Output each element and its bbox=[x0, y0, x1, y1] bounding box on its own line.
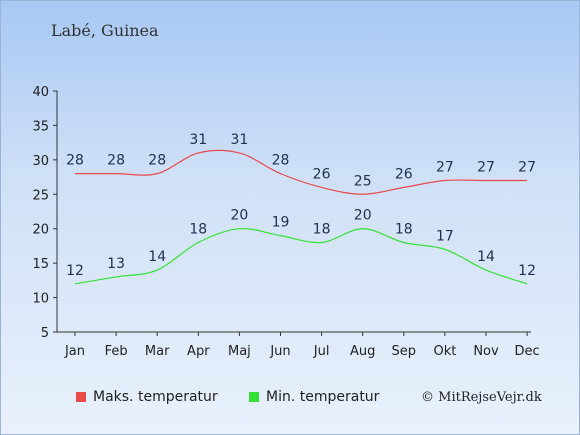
x-tick-label: Jan bbox=[64, 344, 85, 359]
max-data-label: 27 bbox=[436, 160, 454, 176]
x-tick-label: Mar bbox=[145, 344, 170, 359]
y-tick-label: 20 bbox=[32, 223, 49, 238]
min-data-label: 18 bbox=[395, 221, 413, 237]
min-data-label: 18 bbox=[313, 221, 331, 237]
x-tick-label: Aug bbox=[350, 344, 375, 359]
x-tick-label: Maj bbox=[228, 344, 251, 359]
max-data-label: 26 bbox=[395, 166, 413, 182]
max-data-label: 31 bbox=[189, 132, 207, 148]
copyright-text: © MitRejseVejr.dk bbox=[421, 390, 542, 405]
min-data-label: 12 bbox=[66, 263, 84, 279]
y-tick-label: 30 bbox=[32, 154, 49, 169]
max-data-label: 26 bbox=[313, 166, 331, 182]
max-data-label: 27 bbox=[477, 160, 495, 176]
x-tick-label: Nov bbox=[473, 344, 499, 359]
min-temperature-line bbox=[74, 227, 528, 285]
x-tick-label: Sep bbox=[392, 344, 417, 359]
max-data-label: 25 bbox=[354, 173, 372, 189]
max-temperature-line bbox=[75, 149, 528, 195]
y-tick-label: 10 bbox=[32, 292, 49, 307]
x-tick-label: Apr bbox=[187, 344, 210, 359]
legend-max-swatch bbox=[76, 392, 86, 402]
y-tick-label: 25 bbox=[32, 188, 49, 203]
y-tick-label: 15 bbox=[32, 257, 49, 272]
min-data-label: 12 bbox=[518, 263, 536, 279]
x-tick-label: Dec bbox=[515, 344, 540, 359]
min-data-label: 14 bbox=[477, 249, 495, 265]
min-data-label: 19 bbox=[272, 215, 290, 231]
x-tick-label: Okt bbox=[433, 344, 456, 359]
max-data-label: 31 bbox=[230, 132, 248, 148]
x-tick-label: Jul bbox=[313, 344, 330, 359]
min-data-label: 14 bbox=[148, 249, 166, 265]
y-tick-label: 40 bbox=[32, 85, 49, 100]
min-data-label: 18 bbox=[189, 221, 207, 237]
y-tick-label: 5 bbox=[41, 326, 49, 341]
max-data-label: 28 bbox=[66, 153, 84, 169]
min-data-label: 20 bbox=[354, 208, 372, 224]
max-data-label: 28 bbox=[148, 153, 166, 169]
legend-min: Min. temperatur bbox=[249, 389, 379, 405]
legend-max-label: Maks. temperatur bbox=[93, 389, 218, 405]
min-data-label: 13 bbox=[107, 256, 125, 272]
legend-min-swatch bbox=[249, 392, 259, 402]
x-tick-label: Feb bbox=[105, 344, 128, 359]
legend-min-label: Min. temperatur bbox=[266, 389, 380, 405]
legend-max: Maks. temperatur bbox=[76, 389, 218, 405]
y-tick-label: 35 bbox=[32, 119, 49, 134]
min-data-label: 20 bbox=[230, 208, 248, 224]
max-data-label: 28 bbox=[272, 153, 290, 169]
x-tick-label: Jun bbox=[269, 344, 290, 359]
max-data-label: 28 bbox=[107, 153, 125, 169]
location-title: Labé, Guinea bbox=[51, 21, 159, 40]
min-data-label: 17 bbox=[436, 228, 454, 244]
max-data-label: 27 bbox=[518, 160, 536, 176]
